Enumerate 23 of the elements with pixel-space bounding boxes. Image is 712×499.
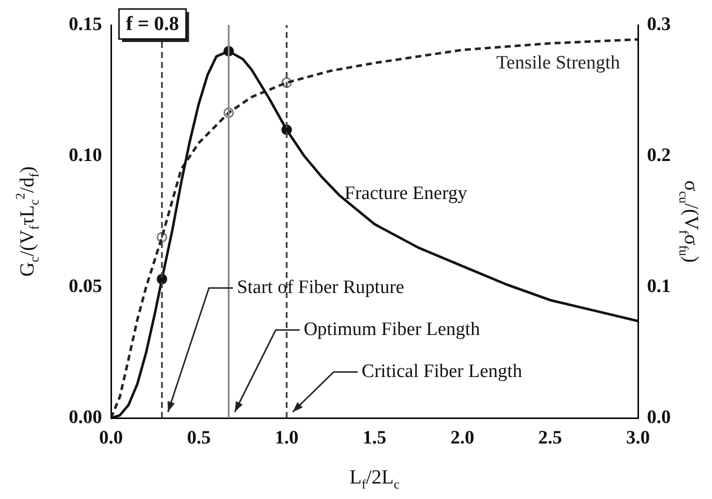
y-tick-label: 0.10 — [68, 144, 102, 166]
series-label: Fracture Energy — [344, 183, 468, 204]
x-tick-label: 2.0 — [450, 427, 474, 448]
y2-axis-title: σcu/(Vfσfu) — [676, 180, 702, 263]
x-tick-label: 2.5 — [538, 427, 562, 448]
x-tick-label: 3.0 — [626, 427, 650, 448]
y2-tick-label: 0.0 — [647, 406, 671, 428]
annotation: Optimum Fiber Length — [304, 318, 480, 340]
x-tick-label: 1.0 — [274, 427, 299, 448]
annotation: f = 0.8 — [126, 13, 180, 36]
y2-tick-label: 0.2 — [647, 144, 671, 166]
y2-tick-label: 0.3 — [647, 14, 671, 35]
text: Gc/(VfτLc2/df) — [12, 166, 42, 277]
y-tick-label: 0.00 — [68, 406, 102, 428]
x-tick-label: 0.0 — [99, 427, 123, 448]
series-label: Tensile Strength — [496, 52, 620, 74]
x-tick-label: 0.5 — [186, 427, 211, 448]
annotation: Start of Fiber Rupture — [236, 276, 404, 298]
x-tick-label: 1.5 — [362, 427, 386, 448]
annotation: Critical Fiber Length — [362, 360, 523, 382]
y-tick-label: 0.15 — [68, 14, 102, 35]
y-tick-label: 0.05 — [68, 276, 102, 297]
y2-tick-label: 0.1 — [647, 276, 671, 297]
